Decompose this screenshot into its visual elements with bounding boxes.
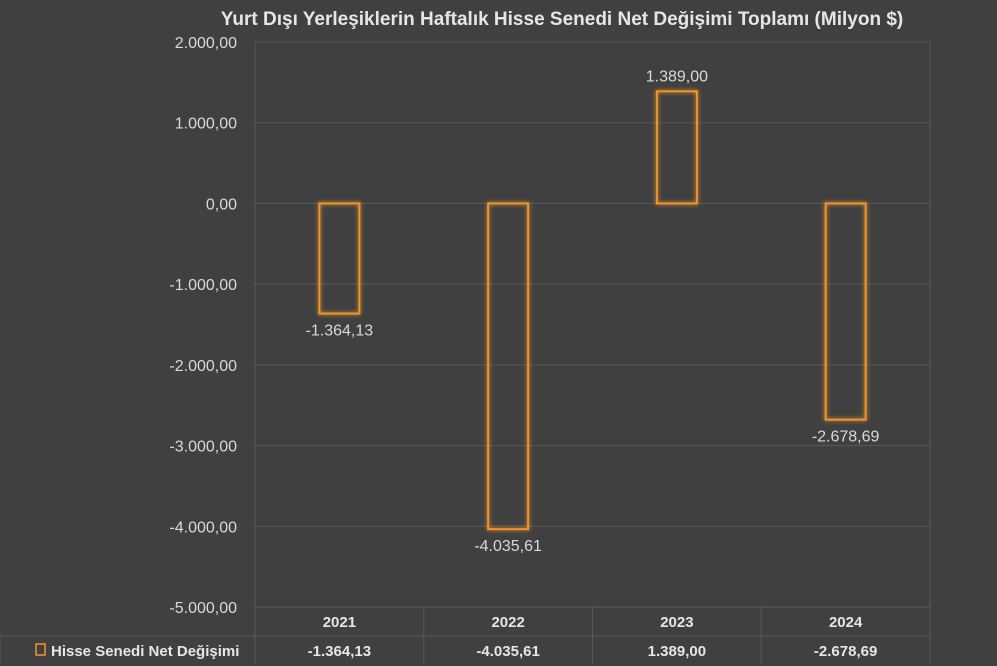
table-value: 1.389,00 <box>648 643 706 660</box>
series-name: Hisse Senedi Net Değişimi <box>51 643 239 660</box>
table-value: -4.035,61 <box>476 643 539 660</box>
bar <box>487 202 530 531</box>
data-table: 2021 -1.364,13 2022 -4.035,61 2023 1.389,00 20… <box>0 607 931 664</box>
y-tick-label: -3.000,00 <box>169 439 237 456</box>
y-tick-label: -4.000,00 <box>169 519 237 536</box>
y-axis-tick-labels: 2.000,00 1.000,00 0,00 -1.000,00 -2.000,00 -3… <box>169 35 237 617</box>
chart-title: Yurt Dışı Yerleşiklerin Haftalık Hisse S… <box>221 9 903 30</box>
category-label: 2021 <box>323 614 356 631</box>
category-label: 2022 <box>491 614 524 631</box>
data-label: -4.035,61 <box>474 538 542 555</box>
category-label: 2023 <box>660 614 693 631</box>
gridlines <box>254 41 931 608</box>
bar <box>824 202 867 421</box>
table-value: -1.364,13 <box>308 643 371 660</box>
data-label: 1.389,00 <box>646 68 708 85</box>
bar <box>655 90 698 205</box>
legend-key <box>35 643 46 656</box>
bar <box>318 202 361 315</box>
y-tick-label: 2.000,00 <box>175 35 237 52</box>
y-tick-label: -2.000,00 <box>169 358 237 375</box>
data-label: -2.678,69 <box>812 429 880 446</box>
bars <box>318 90 867 531</box>
table-value: -2.678,69 <box>814 643 877 660</box>
category-label: 2024 <box>829 614 863 631</box>
data-label: -1.364,13 <box>306 323 374 340</box>
y-tick-label: 1.000,00 <box>175 116 237 133</box>
y-tick-label: -1.000,00 <box>169 277 237 294</box>
y-tick-label: 0,00 <box>206 196 237 213</box>
data-labels: -1.364,13 -4.035,61 1.389,00 -2.678,69 <box>306 68 880 555</box>
y-tick-label: -5.000,00 <box>169 600 237 617</box>
